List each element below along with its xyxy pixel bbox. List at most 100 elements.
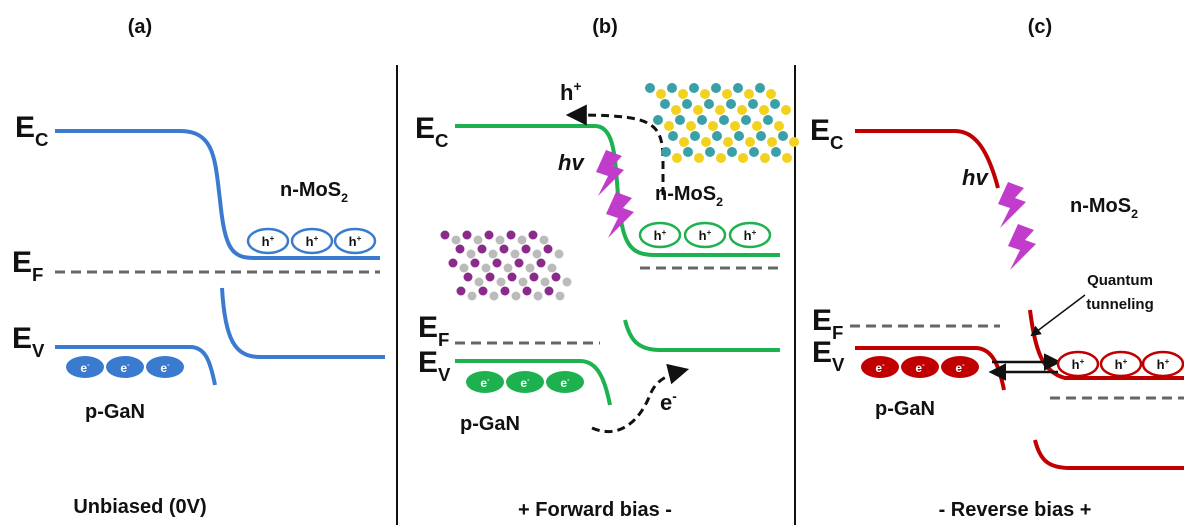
atom	[686, 121, 696, 131]
atom	[767, 137, 777, 147]
atom	[466, 249, 476, 259]
hole	[728, 221, 772, 249]
atom	[653, 115, 663, 125]
atom	[755, 83, 765, 93]
atom	[456, 286, 466, 296]
ev-label-sub: V	[832, 354, 845, 375]
hole-label-sup: +	[270, 234, 275, 243]
hole	[246, 227, 290, 255]
tunneling-arrows	[988, 353, 1062, 381]
hole-label-sup: +	[357, 234, 362, 243]
atom	[756, 131, 766, 141]
ec-label-sub: C	[435, 130, 448, 151]
electron	[466, 371, 504, 393]
atom	[700, 89, 710, 99]
panel-label: (a)	[128, 16, 152, 38]
atom	[528, 230, 538, 240]
hole-label-base: h	[744, 228, 752, 243]
atom	[782, 153, 792, 163]
tunneling-label: Quantum	[1087, 272, 1153, 289]
atom	[484, 230, 494, 240]
hole	[638, 221, 682, 249]
hole	[290, 227, 334, 255]
n-side-label: n-MoS2	[655, 183, 723, 209]
n-side-label-sub: 2	[341, 191, 348, 205]
hole-label: h+	[1072, 357, 1085, 372]
photon-label: hv	[962, 165, 989, 190]
electron-label-base: e	[80, 361, 87, 375]
atom	[749, 147, 759, 157]
atom	[499, 244, 509, 254]
electron-label-base: e	[480, 376, 487, 390]
ev-label: EV	[418, 346, 451, 385]
atom	[511, 291, 521, 301]
hole-label-sup: +	[707, 228, 712, 237]
atom	[744, 89, 754, 99]
hole-label-sup: +	[1080, 357, 1085, 366]
atom	[645, 83, 655, 93]
atom	[463, 272, 473, 282]
ef-label-base: E	[12, 246, 32, 279]
atom	[697, 115, 707, 125]
atom	[737, 105, 747, 115]
atom	[521, 244, 531, 254]
atom	[514, 258, 524, 268]
atom	[656, 89, 666, 99]
atom	[711, 83, 721, 93]
atom	[766, 89, 776, 99]
atom	[467, 291, 477, 301]
electron-label-base: e	[120, 361, 127, 375]
atom	[495, 235, 505, 245]
hole-label-base: h	[1157, 357, 1165, 372]
atom	[473, 235, 483, 245]
atom	[715, 105, 725, 115]
atom	[760, 153, 770, 163]
atom	[481, 263, 491, 273]
atom	[678, 89, 688, 99]
atom	[770, 99, 780, 109]
ev-label-base: E	[812, 336, 832, 369]
hole-label: h+	[1157, 357, 1170, 372]
electron	[901, 356, 939, 378]
hole-label-sup: +	[1165, 357, 1170, 366]
atom	[543, 244, 553, 254]
atom	[701, 137, 711, 147]
hole-label-sup: +	[1123, 357, 1128, 366]
atom	[752, 121, 762, 131]
atom	[518, 277, 528, 287]
hole-label-base: h	[654, 228, 662, 243]
electron-label: e-	[915, 360, 925, 375]
electron-label: e-	[875, 360, 885, 375]
hole-label-base: h	[1072, 357, 1080, 372]
panel-label: (b)	[592, 16, 618, 38]
atom	[506, 230, 516, 240]
atom	[477, 244, 487, 254]
atom	[781, 105, 791, 115]
ec-label: EC	[15, 111, 48, 150]
ev-label-sub: V	[438, 364, 451, 385]
hole-label-sup: +	[662, 228, 667, 237]
electron-label-base: e	[560, 376, 567, 390]
hole	[333, 227, 377, 255]
atom	[689, 83, 699, 93]
electron-label-sup: -	[922, 360, 925, 369]
electron	[546, 371, 584, 393]
electron-label: e-	[80, 360, 90, 375]
hole-out-label: h+	[560, 79, 581, 105]
n-side-label: n-MoS2	[1070, 195, 1138, 221]
n-side-label: n-MoS2	[280, 179, 348, 205]
atom	[708, 121, 718, 131]
ev-label-sub: V	[32, 340, 45, 361]
ec-label-sub: C	[830, 132, 843, 153]
hole-label: h+	[349, 234, 362, 249]
atom	[459, 263, 469, 273]
electron	[146, 356, 184, 378]
atom	[719, 115, 729, 125]
panel-label: (c)	[1028, 16, 1052, 38]
electron-label-sup: -	[87, 360, 90, 369]
atom	[774, 121, 784, 131]
atom	[661, 147, 671, 157]
atom	[503, 263, 513, 273]
ef-label-base: E	[418, 311, 438, 344]
